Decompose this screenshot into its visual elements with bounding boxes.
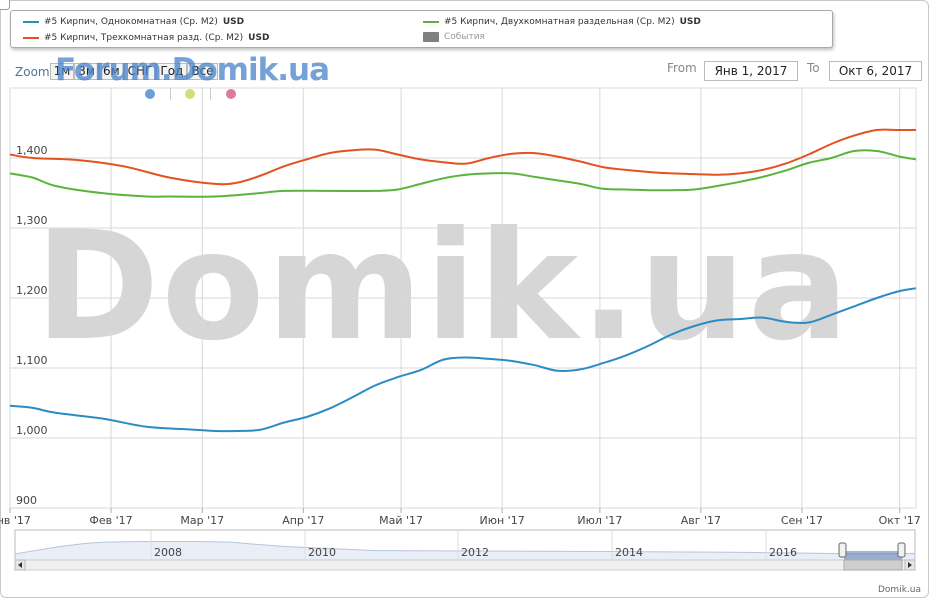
chevron-left-icon (18, 562, 22, 568)
from-date-input[interactable]: Янв 1, 2017 (704, 61, 798, 81)
legend-label-3room: #5 Кирпич, Трехкомнатная разд. (Ср. M2) (44, 33, 244, 43)
event-flag-blue[interactable] (145, 89, 155, 99)
x-tick-label: Май '17 (379, 514, 423, 527)
zoom-bar: Zoom 1м 3м 6м СНГ Год Все (15, 63, 218, 80)
legend-line-3room (23, 37, 39, 39)
legend-item-3room[interactable]: #5 Кирпич, Трехкомнатная разд. (Ср. M2) … (23, 33, 269, 43)
y-tick-label: 1,000 (16, 424, 48, 437)
flag-separator (210, 88, 211, 100)
navigator-year-label: 2012 (461, 546, 489, 559)
series-line-2room (9, 149, 917, 198)
legend: #5 Кирпич, Однокомнатная (Ср. M2) USD #5… (10, 10, 833, 48)
legend-label-1room: #5 Кирпич, Однокомнатная (Ср. M2) (44, 17, 218, 27)
watermark-forum: Forum.Domik.ua (55, 52, 330, 88)
navigator-scrollbar (14, 559, 916, 571)
event-flag-pink[interactable] (226, 89, 236, 99)
zoom-all-button[interactable]: Все (187, 63, 218, 80)
x-tick-label: Сен '17 (781, 514, 823, 527)
y-tick-label: 1,300 (16, 214, 48, 227)
x-tick-label: Апр '17 (282, 514, 324, 527)
legend-line-1room (23, 21, 39, 23)
x-tick-label: Янв '17 (0, 514, 31, 527)
x-tick-label: Окт '17 (879, 514, 921, 527)
legend-item-events[interactable]: События (423, 32, 485, 42)
navigator-year-label: 2010 (308, 546, 336, 559)
navigator-year-label: 2016 (769, 546, 797, 559)
legend-currency-2room: USD (679, 17, 701, 27)
navigator-year-label: 2008 (154, 546, 182, 559)
navigator-left-handle[interactable] (838, 542, 847, 558)
series-line-3room (9, 128, 916, 186)
legend-line-2room (423, 21, 439, 23)
zoom-3m-button[interactable]: 3м (74, 63, 99, 80)
event-flag-yellow[interactable] (185, 89, 195, 99)
x-tick-label: Авг '17 (681, 514, 721, 527)
chevron-right-icon (908, 562, 912, 568)
zoom-6m-button[interactable]: 6м (98, 63, 124, 80)
x-tick-label: Мар '17 (180, 514, 224, 527)
legend-currency-3room: USD (248, 33, 270, 43)
y-tick-label: 1,100 (16, 354, 48, 367)
to-label: To (807, 61, 820, 75)
flag-separator (170, 88, 171, 100)
zoom-ytd-button[interactable]: СНГ (123, 63, 157, 80)
corner-handle[interactable] (0, 0, 10, 10)
credit-link[interactable]: Domik.ua (878, 585, 921, 595)
from-label: From (667, 61, 697, 75)
legend-item-2room[interactable]: #5 Кирпич, Двухкомнатная раздельная (Ср.… (423, 17, 701, 27)
scrollbar-thumb[interactable] (843, 559, 903, 571)
navigator-right-handle[interactable] (897, 542, 906, 558)
legend-events-swatch (423, 32, 439, 42)
x-tick-label: Фев '17 (89, 514, 132, 527)
zoom-label: Zoom (15, 64, 50, 79)
navigator-year-label: 2014 (615, 546, 643, 559)
zoom-1m-button[interactable]: 1м (49, 63, 75, 80)
legend-item-1room[interactable]: #5 Кирпич, Однокомнатная (Ср. M2) USD (23, 17, 244, 27)
x-tick-label: Июл '17 (577, 514, 622, 527)
zoom-year-button[interactable]: Год (156, 63, 188, 80)
to-date-input[interactable]: Окт 6, 2017 (829, 61, 922, 81)
y-tick-label: 1,200 (16, 284, 48, 297)
y-tick-label: 1,400 (16, 144, 48, 157)
y-tick-label: 900 (16, 494, 37, 507)
watermark-domik: Domik.ua (35, 200, 852, 374)
x-tick-label: Июн '17 (480, 514, 525, 527)
legend-label-events: События (444, 32, 485, 42)
legend-label-2room: #5 Кирпич, Двухкомнатная раздельная (Ср.… (444, 17, 675, 27)
series-line-1room (9, 287, 917, 433)
legend-currency-1room: USD (222, 17, 245, 27)
